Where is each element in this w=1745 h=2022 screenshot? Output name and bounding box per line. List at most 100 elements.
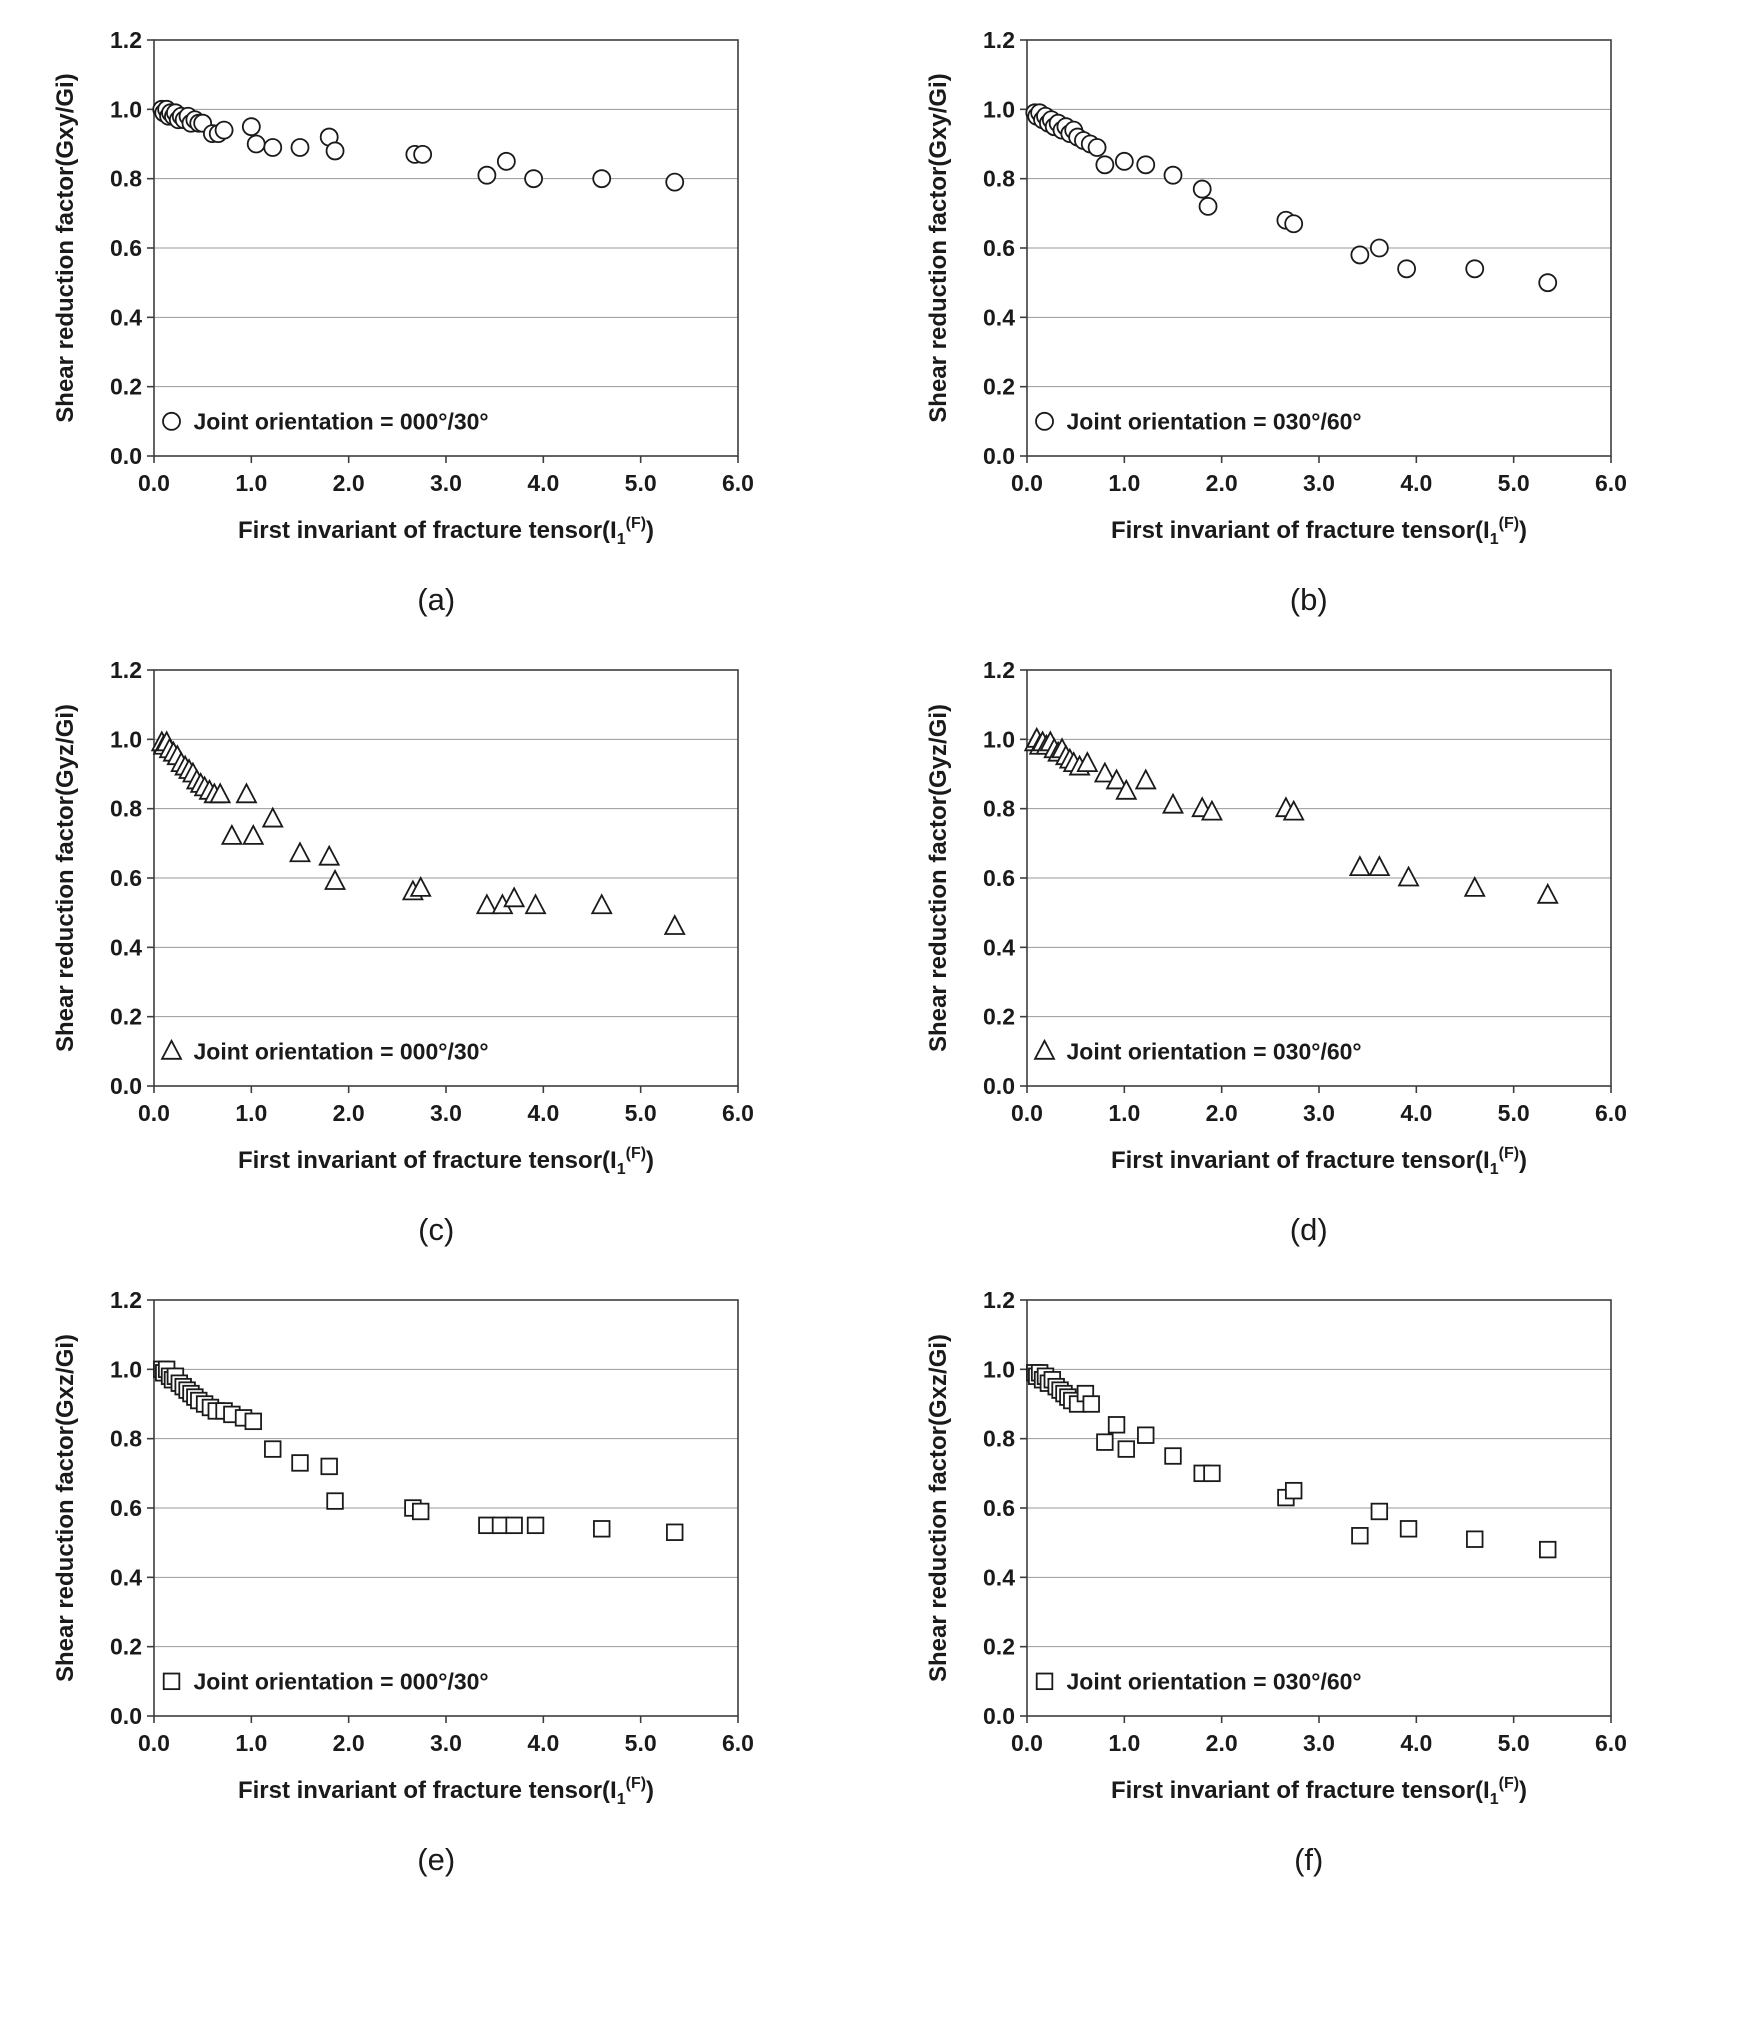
scatter-chart-e: 0.0 0.2 0.4 0.6 0.8 1.0 1.2 0.0 1.0 2.0 3.0 4.0 5.0 6… — [52, 1287, 754, 1808]
y-tick-label: 0.0 — [110, 1703, 142, 1729]
circle-marker — [214, 120, 234, 140]
x-tick-label: 5.0 — [1497, 1730, 1529, 1756]
x-tick-label: 5.0 — [625, 1730, 657, 1756]
square-marker — [1107, 1416, 1125, 1434]
scatter-chart-d: 0.0 0.2 0.4 0.6 0.8 1.0 1.2 0.0 1.0 2.0 3.0 4.0 5.0 6… — [925, 657, 1627, 1178]
x-tick-label: 1.0 — [1108, 470, 1140, 496]
triangle-marker — [1105, 768, 1128, 790]
panel-caption-d: (d) — [1289, 1212, 1328, 1247]
y-tick-label: 0.0 — [110, 443, 142, 469]
data-points — [1023, 726, 1559, 904]
x-tick-label: 0.0 — [138, 1730, 170, 1756]
x-tick-label: 1.0 — [1108, 1100, 1140, 1126]
x-axis-title: First invariant of fracture tensor(I1(F)… — [1111, 515, 1527, 548]
x-tick-label: 1.0 — [236, 1100, 268, 1126]
square-marker — [1370, 1502, 1388, 1521]
panel-caption-f: (f) — [1294, 1842, 1324, 1877]
triangle-marker — [235, 782, 258, 804]
circle-marker — [1136, 155, 1155, 175]
x-tick-label: 4.0 — [1400, 1730, 1432, 1756]
x-tick-label: 3.0 — [1303, 470, 1335, 496]
triangle-marker — [663, 914, 686, 935]
y-axis-title: Shear reduction factor(Gyz/Gi) — [925, 704, 952, 1052]
square-marker — [1350, 1527, 1369, 1545]
square-marker — [320, 1457, 339, 1476]
y-axis-title: Shear reduction factor(Gxz/Gi) — [52, 1334, 79, 1682]
circle-marker — [290, 138, 310, 157]
y-axis: 0.0 0.2 0.4 0.6 0.8 1.0 1.2 — [983, 657, 1027, 1099]
gridlines — [154, 738, 739, 1018]
legend: Joint orientation = 000°/30° — [163, 1668, 489, 1694]
y-axis: 0.0 0.2 0.4 0.6 0.8 1.0 1.2 — [983, 1287, 1027, 1729]
square-marker — [412, 1502, 430, 1521]
x-tick-label: 4.0 — [528, 470, 560, 496]
circle-marker — [1114, 151, 1134, 171]
y-tick-label: 0.2 — [110, 374, 142, 400]
panel-caption-a: (a) — [417, 582, 456, 617]
panel-caption-e: (e) — [417, 1842, 456, 1877]
circle-marker — [1163, 165, 1183, 185]
y-axis-title: Shear reduction factor(Gxy/Gi) — [925, 73, 952, 422]
square-marker — [666, 1523, 684, 1541]
legend-label: Joint orientation = 030°/60° — [1066, 1038, 1361, 1064]
triangle-marker — [1397, 865, 1420, 887]
y-tick-label: 1.0 — [110, 1356, 142, 1382]
y-tick-label: 0.6 — [983, 235, 1015, 261]
triangle-marker — [221, 823, 244, 845]
y-tick-label: 0.6 — [110, 1495, 142, 1521]
triangle-marker — [262, 806, 284, 828]
chart-panel-b: 0.0 0.2 0.4 0.6 0.8 1.0 1.2 0.0 1.0 2.0 3.0 4.0 5.0 6… — [873, 14, 1745, 618]
y-tick-label: 0.8 — [983, 166, 1015, 192]
circle-marker — [247, 134, 266, 154]
y-tick-label: 0.4 — [110, 304, 142, 330]
x-tick-label: 6.0 — [1595, 470, 1627, 496]
y-tick-label: 1.0 — [983, 726, 1015, 752]
square-marker — [593, 1520, 611, 1538]
circle-marker — [1192, 179, 1212, 199]
y-tick-label: 1.2 — [110, 27, 142, 53]
x-tick-label: 0.0 — [1011, 1100, 1043, 1126]
y-tick-label: 0.8 — [983, 796, 1015, 822]
x-tick-label: 6.0 — [722, 1730, 754, 1756]
square-marker — [1399, 1520, 1417, 1538]
x-tick-label: 3.0 — [1303, 1730, 1335, 1756]
scatter-chart-c: 0.0 0.2 0.4 0.6 0.8 1.0 1.2 0.0 1.0 2.0 3.0 4.0 5.0 6… — [52, 657, 754, 1178]
y-tick-label: 0.8 — [110, 796, 142, 822]
x-tick-label: 2.0 — [333, 1100, 365, 1126]
y-tick-label: 0.0 — [983, 1073, 1015, 1099]
y-axis: 0.0 0.2 0.4 0.6 0.8 1.0 1.2 — [110, 657, 155, 1099]
x-tick-label: 3.0 — [430, 1100, 462, 1126]
y-tick-label: 0.2 — [110, 1634, 142, 1660]
legend: Joint orientation = 030°/60° — [1033, 1038, 1361, 1064]
x-tick-label: 3.0 — [430, 1730, 462, 1756]
circle-marker — [477, 165, 497, 185]
triangle-marker — [1076, 751, 1099, 772]
triangle-marker — [1463, 875, 1486, 897]
circle-marker — [1198, 196, 1218, 216]
x-tick-label: 3.0 — [1303, 1100, 1335, 1126]
y-tick-label: 1.2 — [983, 1287, 1015, 1313]
x-tick-label: 4.0 — [1400, 470, 1432, 496]
x-tick-label: 6.0 — [722, 1100, 754, 1126]
y-tick-label: 0.0 — [110, 1073, 142, 1099]
triangle-marker — [160, 1038, 183, 1060]
scatter-chart-b: 0.0 0.2 0.4 0.6 0.8 1.0 1.2 0.0 1.0 2.0 3.0 4.0 5.0 6… — [925, 27, 1627, 548]
legend-label: Joint orientation = 030°/60° — [1066, 1668, 1361, 1694]
y-axis-title: Shear reduction factor(Gxz/Gi) — [925, 1334, 952, 1682]
y-tick-label: 0.8 — [110, 166, 142, 192]
x-axis-title: First invariant of fracture tensor(I1(F)… — [238, 515, 654, 548]
square-marker — [1035, 1672, 1053, 1691]
legend: Joint orientation = 000°/30° — [160, 1038, 489, 1064]
circle-marker — [1087, 138, 1107, 157]
y-tick-label: 0.8 — [110, 1426, 142, 1452]
x-axis: 0.0 1.0 2.0 3.0 4.0 5.0 6.0 — [138, 1086, 754, 1126]
gridlines — [1026, 1368, 1611, 1648]
y-tick-label: 0.6 — [983, 865, 1015, 891]
y-tick-label: 0.4 — [983, 304, 1015, 330]
circle-marker — [1369, 238, 1389, 258]
legend-label: Joint orientation = 000°/30° — [194, 1038, 489, 1064]
circle-marker — [524, 169, 544, 189]
x-tick-label: 1.0 — [236, 1730, 268, 1756]
x-tick-label: 6.0 — [1595, 1100, 1627, 1126]
y-tick-label: 0.4 — [110, 934, 142, 960]
